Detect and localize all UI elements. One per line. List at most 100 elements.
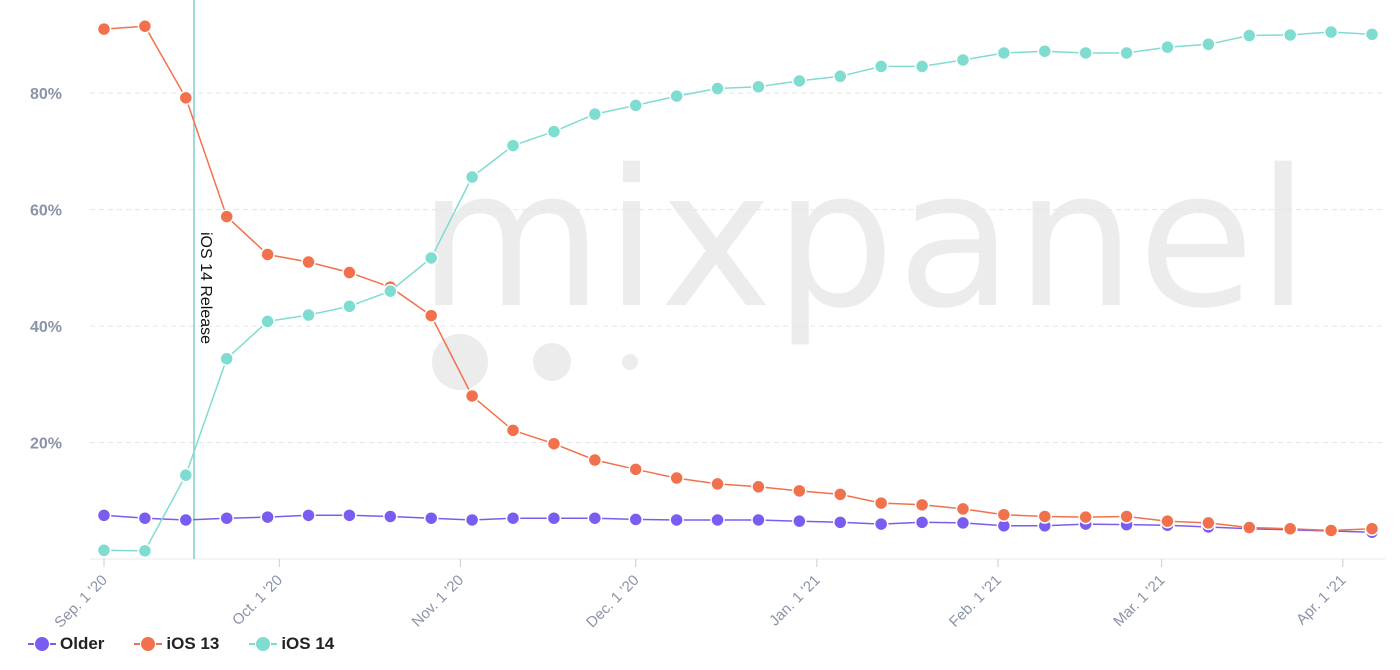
data-point-ios-14[interactable]	[996, 45, 1012, 61]
data-point-older[interactable]	[914, 515, 930, 530]
data-point-ios-14[interactable]	[1160, 39, 1175, 55]
data-point-older[interactable]	[137, 510, 153, 526]
data-point-ios-13[interactable]	[955, 501, 971, 517]
data-point-ios-14[interactable]	[1037, 43, 1053, 59]
data-point-older[interactable]	[464, 512, 480, 528]
data-point-older[interactable]	[383, 509, 398, 524]
data-point-ios-13[interactable]	[792, 483, 807, 499]
data-point-older[interactable]	[792, 513, 807, 529]
data-point-older[interactable]	[423, 510, 439, 526]
data-point-ios-14[interactable]	[1119, 45, 1134, 61]
data-point-ios-13[interactable]	[178, 90, 194, 106]
legend-item-ios-14[interactable]: iOS 14	[249, 634, 334, 654]
data-point-ios-14[interactable]	[464, 169, 480, 185]
data-point-ios-14[interactable]	[587, 106, 603, 122]
data-point-older[interactable]	[260, 509, 275, 525]
data-point-ios-13[interactable]	[587, 452, 603, 468]
data-point-ios-13[interactable]	[1242, 520, 1257, 535]
data-point-older[interactable]	[873, 516, 889, 532]
x-tick-label: Feb. 1 '21	[946, 572, 1005, 631]
data-point-ios-14[interactable]	[873, 59, 889, 74]
data-point-ios-13[interactable]	[1282, 521, 1298, 536]
data-point-ios-14[interactable]	[955, 52, 971, 68]
data-point-ios-13[interactable]	[260, 247, 275, 262]
data-point-older[interactable]	[628, 512, 643, 527]
series-ios-13	[96, 18, 1380, 538]
data-point-ios-14[interactable]	[178, 467, 194, 483]
data-point-ios-14[interactable]	[833, 69, 848, 84]
y-tick-label: 80%	[30, 86, 62, 103]
data-point-older[interactable]	[955, 515, 971, 531]
data-point-ios-14[interactable]	[710, 81, 725, 96]
data-point-older[interactable]	[505, 510, 521, 526]
data-point-ios-14[interactable]	[219, 351, 234, 366]
x-tick-label: Jan. 1 '21	[766, 572, 824, 630]
data-point-older[interactable]	[301, 508, 316, 523]
data-point-ios-13[interactable]	[833, 487, 848, 502]
data-point-ios-13[interactable]	[1037, 509, 1053, 524]
data-point-ios-14[interactable]	[792, 73, 807, 89]
legend-item-older[interactable]: Older	[28, 634, 104, 654]
data-point-ios-14[interactable]	[423, 250, 439, 266]
data-point-ios-14[interactable]	[383, 283, 398, 299]
data-point-ios-13[interactable]	[301, 254, 316, 270]
data-point-ios-13[interactable]	[505, 423, 521, 438]
data-point-ios-13[interactable]	[1160, 513, 1175, 529]
data-point-ios-14[interactable]	[342, 299, 357, 314]
data-point-ios-14[interactable]	[628, 98, 643, 113]
data-point-ios-14[interactable]	[669, 88, 684, 104]
data-point-ios-13[interactable]	[873, 495, 889, 511]
data-point-ios-13[interactable]	[628, 462, 643, 477]
data-point-ios-14[interactable]	[914, 59, 930, 74]
data-point-ios-13[interactable]	[1364, 521, 1380, 536]
legend-item-ios-13[interactable]: iOS 13	[134, 634, 219, 654]
data-point-ios-13[interactable]	[464, 388, 480, 404]
data-point-ios-13[interactable]	[96, 21, 112, 37]
data-point-older[interactable]	[178, 512, 194, 528]
data-point-ios-13[interactable]	[751, 479, 766, 495]
data-point-ios-14[interactable]	[751, 79, 766, 95]
data-point-ios-14[interactable]	[301, 307, 316, 323]
data-point-ios-13[interactable]	[914, 497, 930, 513]
data-point-ios-14[interactable]	[260, 314, 275, 329]
series-line-older	[103, 514, 1373, 533]
data-point-ios-13[interactable]	[219, 209, 234, 224]
data-point-ios-14[interactable]	[96, 543, 112, 558]
data-point-older[interactable]	[751, 512, 766, 528]
data-point-ios-14[interactable]	[1242, 28, 1257, 43]
data-point-ios-14[interactable]	[137, 543, 153, 559]
data-point-ios-13[interactable]	[710, 476, 725, 492]
data-point-ios-14[interactable]	[1201, 37, 1216, 52]
data-point-ios-13[interactable]	[996, 507, 1012, 522]
data-point-older[interactable]	[587, 510, 603, 526]
data-point-ios-13[interactable]	[1119, 509, 1134, 524]
data-point-older[interactable]	[219, 510, 234, 526]
data-point-ios-13[interactable]	[1078, 509, 1093, 525]
data-point-older[interactable]	[669, 512, 684, 528]
data-point-ios-13[interactable]	[1323, 523, 1339, 538]
data-point-ios-14[interactable]	[1282, 27, 1298, 43]
data-point-ios-14[interactable]	[546, 124, 562, 139]
data-point-older[interactable]	[710, 512, 725, 528]
data-point-older[interactable]	[96, 508, 112, 523]
data-point-older[interactable]	[833, 515, 848, 530]
data-point-ios-13[interactable]	[137, 18, 153, 34]
legend-marker-icon	[28, 637, 56, 651]
legend: Older iOS 13 iOS 14	[28, 634, 334, 654]
data-point-ios-13[interactable]	[669, 470, 684, 486]
data-point-older[interactable]	[546, 510, 562, 526]
watermark-dot-medium	[533, 343, 571, 381]
data-point-ios-14[interactable]	[505, 138, 521, 153]
data-point-ios-13[interactable]	[1201, 515, 1216, 531]
data-point-ios-13[interactable]	[423, 308, 439, 323]
data-point-ios-14[interactable]	[1323, 24, 1339, 40]
x-tick-label: Apr. 1 '21	[1293, 572, 1350, 629]
data-point-ios-14[interactable]	[1364, 27, 1380, 42]
x-tick-label: Sep. 1 '20	[51, 572, 110, 631]
x-tick-label: Nov. 1 '20	[409, 572, 468, 631]
data-point-older[interactable]	[342, 508, 357, 523]
y-tick-label: 60%	[30, 203, 62, 220]
data-point-ios-14[interactable]	[1078, 45, 1093, 61]
data-point-ios-13[interactable]	[342, 265, 357, 280]
data-point-ios-13[interactable]	[546, 436, 562, 451]
